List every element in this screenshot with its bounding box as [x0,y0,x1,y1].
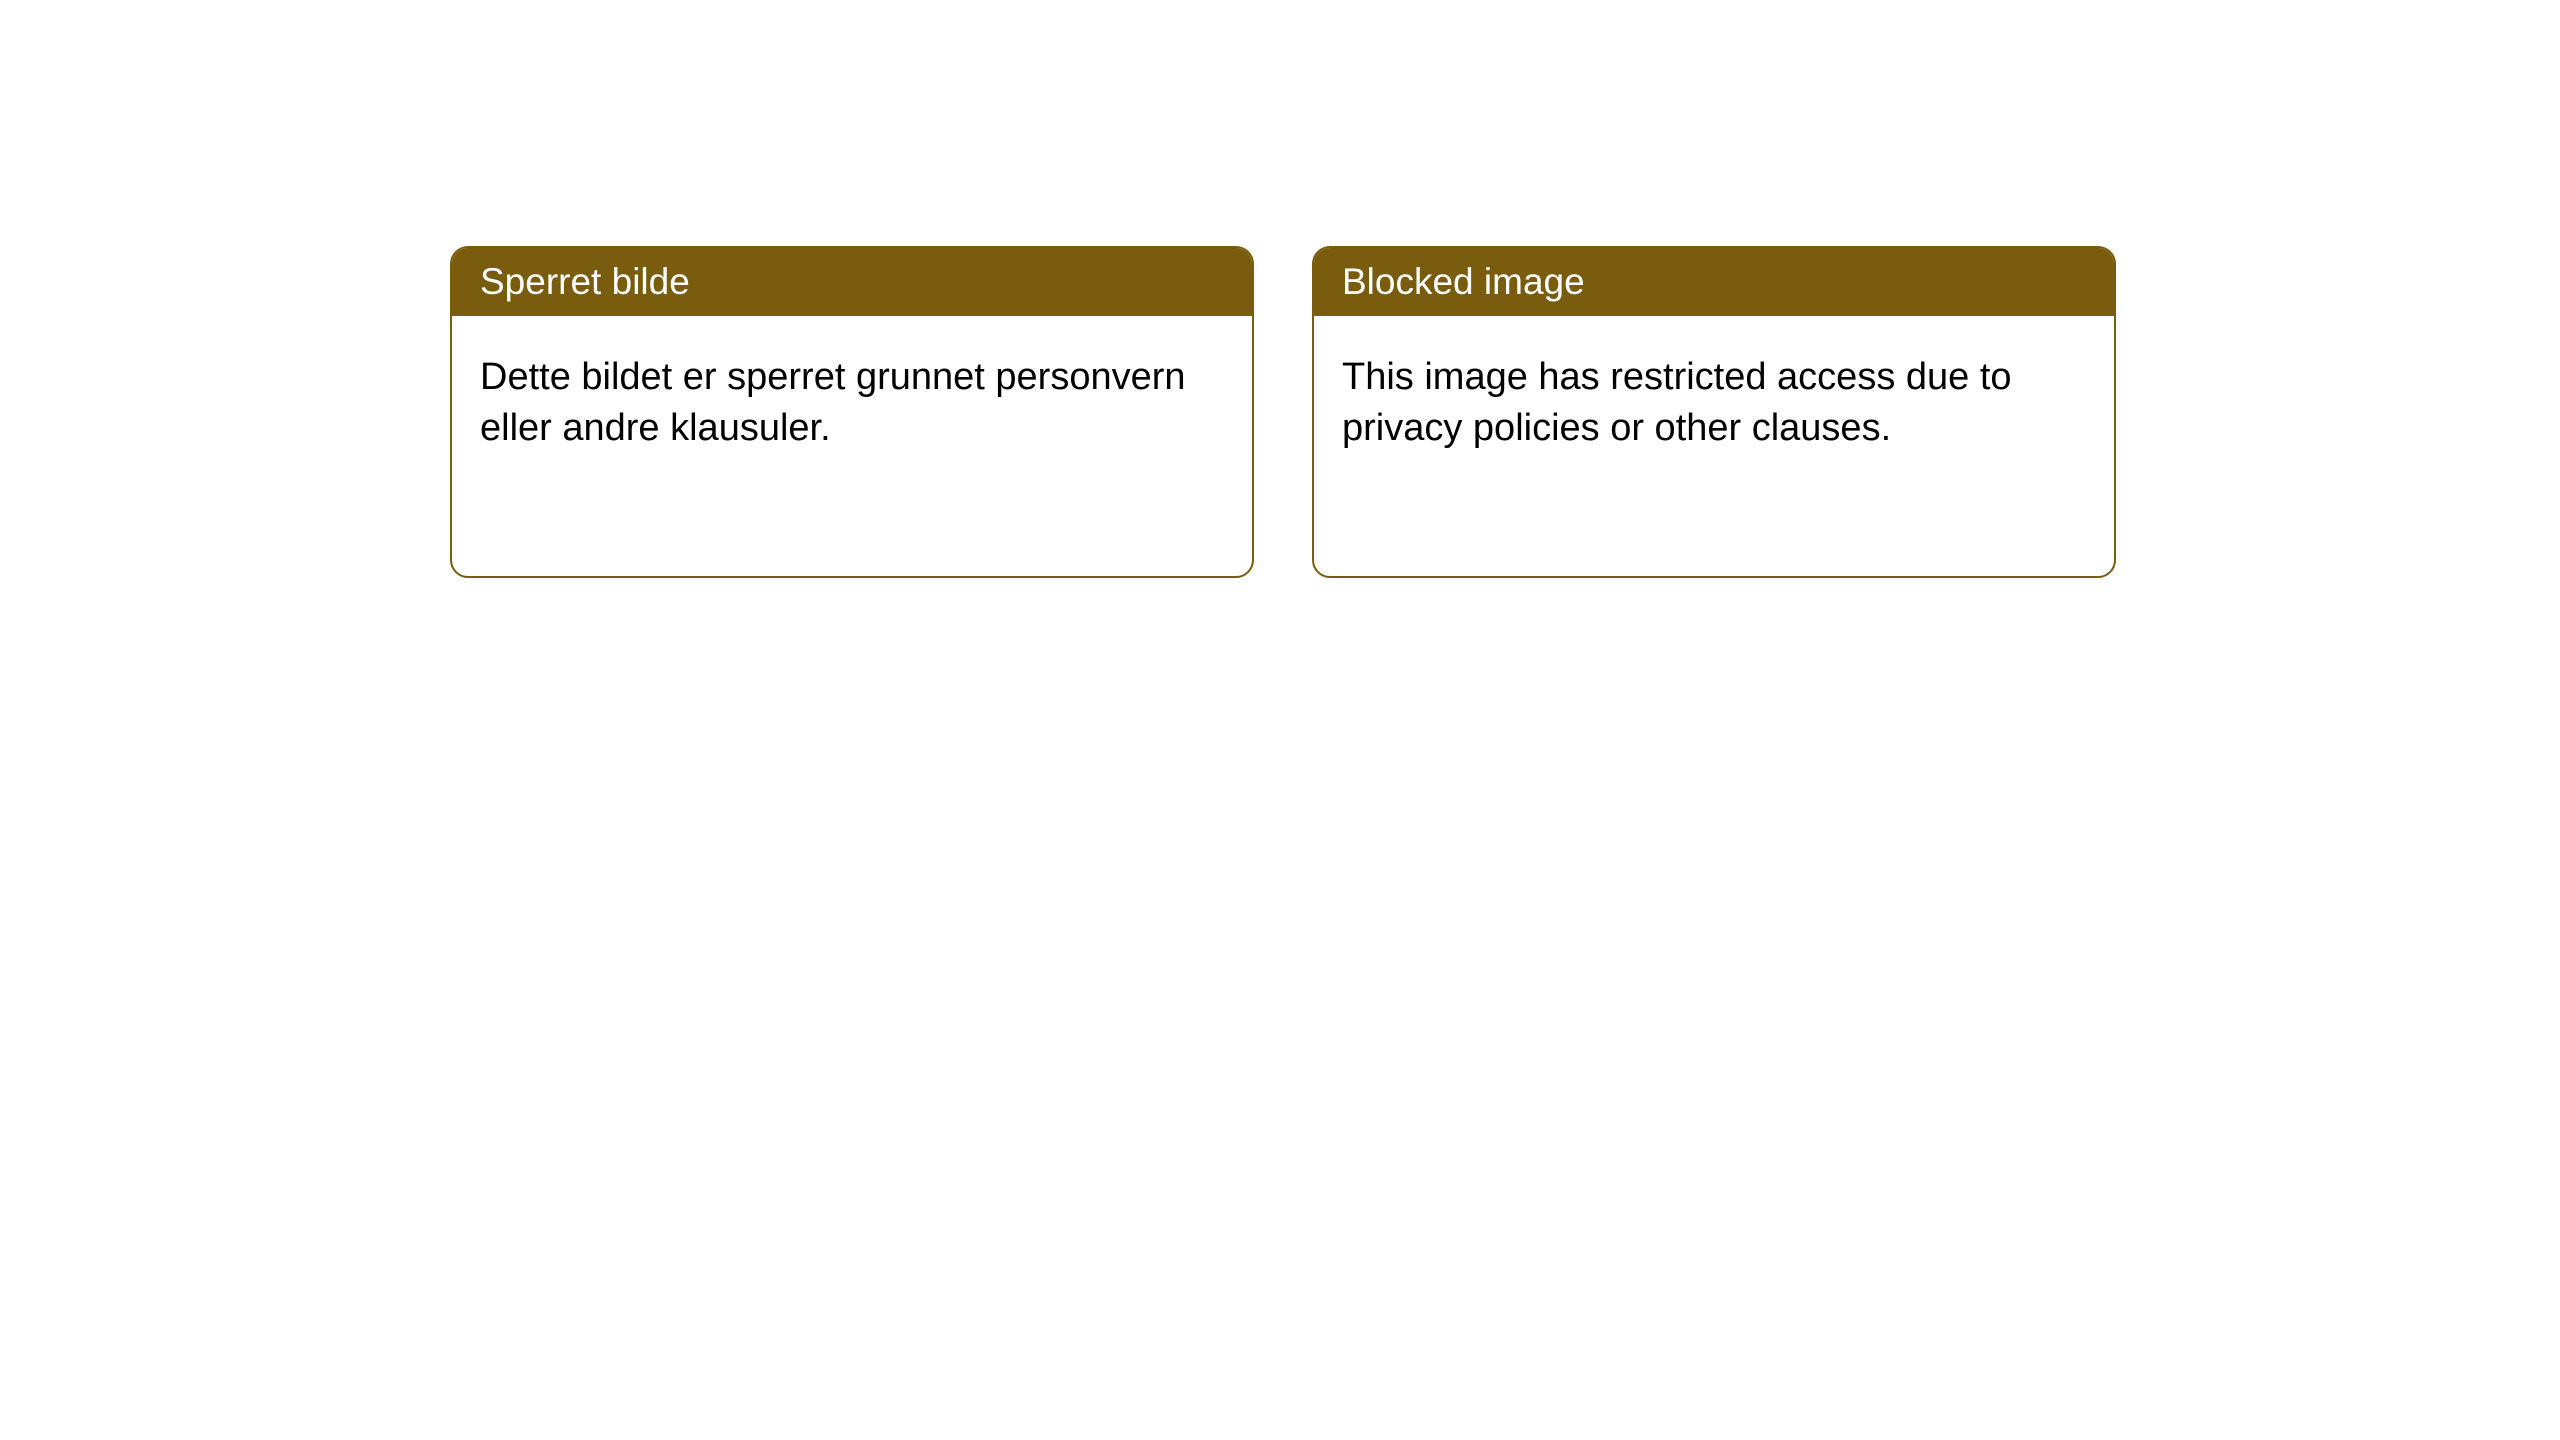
card-body-english: This image has restricted access due to … [1314,316,2114,491]
card-header-norwegian: Sperret bilde [452,248,1252,316]
card-norwegian: Sperret bilde Dette bildet er sperret gr… [450,246,1254,578]
card-body-norwegian: Dette bildet er sperret grunnet personve… [452,316,1252,491]
cards-container: Sperret bilde Dette bildet er sperret gr… [0,0,2560,578]
card-body-text: Dette bildet er sperret grunnet personve… [480,356,1186,449]
card-title: Sperret bilde [480,261,690,302]
card-header-english: Blocked image [1314,248,2114,316]
card-english: Blocked image This image has restricted … [1312,246,2116,578]
card-body-text: This image has restricted access due to … [1342,356,2012,449]
card-title: Blocked image [1342,261,1585,302]
